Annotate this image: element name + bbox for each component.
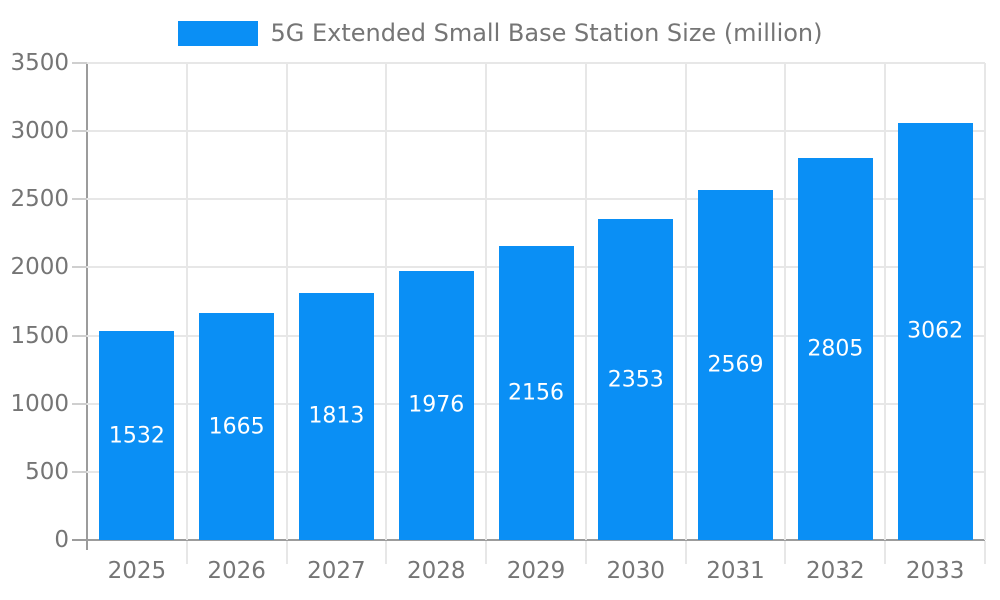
y-tick-label: 1500: [10, 322, 69, 349]
x-axis-tick: [385, 541, 388, 564]
x-axis-tick: [285, 541, 288, 564]
gridline-horizontal: [87, 198, 985, 201]
gridline-vertical: [584, 63, 587, 540]
gridline-vertical: [485, 63, 488, 540]
y-tick-label: 2000: [10, 254, 69, 281]
gridline-horizontal: [87, 130, 985, 133]
y-tick-label: 1000: [10, 390, 69, 417]
x-tick-label-2033: 2033: [905, 558, 965, 584]
x-tick-label-2030: 2030: [606, 558, 666, 584]
bar-value-label: 2156: [508, 380, 564, 406]
y-axis-tick: [72, 470, 87, 473]
legend-swatch: [177, 20, 258, 46]
bar-2029[interactable]: 2156: [498, 246, 574, 540]
y-axis-tick: [72, 130, 87, 133]
bar-value-label: 1532: [108, 423, 165, 449]
x-axis-tick: [884, 541, 887, 564]
bar-value-label: 1813: [308, 403, 365, 429]
legend-label: 5G Extended Small Base Station Size (mil…: [270, 19, 823, 47]
bar-value-label: 1976: [408, 392, 465, 418]
y-axis-tick: [72, 334, 87, 337]
gridline-vertical: [784, 63, 787, 540]
x-axis-line: [72, 539, 985, 541]
x-axis-tick: [584, 541, 587, 564]
bar-value-label: 2805: [807, 336, 864, 362]
x-tick-label-2025: 2025: [107, 558, 167, 584]
y-axis-tick: [72, 266, 87, 269]
y-tick-label: 0: [54, 527, 69, 553]
bar-2031[interactable]: 2569: [698, 189, 774, 540]
x-tick-label-2029: 2029: [506, 558, 566, 584]
y-axis-tick: [72, 402, 87, 405]
x-axis-tick: [784, 541, 787, 564]
x-axis-tick: [684, 541, 687, 564]
bar-value-label: 1665: [208, 414, 265, 440]
bar-2028[interactable]: 1976: [398, 270, 474, 540]
x-axis-tick: [485, 541, 488, 564]
gridline-vertical: [385, 63, 388, 540]
x-tick-label-2027: 2027: [307, 558, 366, 584]
y-tick-label: 500: [25, 458, 69, 485]
bar-2033[interactable]: 3062: [897, 122, 973, 540]
gridline-vertical: [884, 63, 887, 540]
gridline-vertical: [684, 63, 687, 540]
gridline-vertical: [285, 63, 288, 540]
x-axis-tick: [185, 541, 188, 564]
y-axis-line: [86, 63, 88, 550]
bar-value-label: 3062: [907, 318, 964, 344]
y-tick-label: 2500: [10, 186, 69, 213]
x-tick-label-2028: 2028: [406, 558, 466, 584]
y-tick-label: 3000: [10, 118, 69, 145]
x-axis-tick: [984, 541, 986, 564]
gridline-vertical: [185, 63, 188, 540]
x-tick-label-2026: 2026: [207, 558, 266, 584]
bar-2027[interactable]: 1813: [298, 292, 374, 540]
x-tick-label-2031: 2031: [706, 558, 765, 584]
x-tick-label-2032: 2032: [806, 558, 865, 584]
bar-2026[interactable]: 1665: [199, 313, 275, 540]
bar-2032[interactable]: 2805: [797, 157, 873, 540]
gridline-horizontal: [87, 62, 985, 64]
legend[interactable]: 5G Extended Small Base Station Size (mil…: [0, 17, 1000, 49]
y-tick-label: 3500: [10, 50, 69, 76]
y-axis-tick: [72, 62, 87, 64]
bar-2025[interactable]: 1532: [99, 331, 175, 540]
gridline-vertical: [984, 63, 986, 540]
bar-2030[interactable]: 2353: [598, 219, 674, 540]
y-axis-tick: [72, 198, 87, 201]
plot-area: 1532 1665 1813 1976 2156 2353 2569 2805 3062: [87, 62, 986, 540]
bar-value-label: 2569: [707, 352, 764, 378]
bar-value-label: 2353: [607, 367, 664, 393]
